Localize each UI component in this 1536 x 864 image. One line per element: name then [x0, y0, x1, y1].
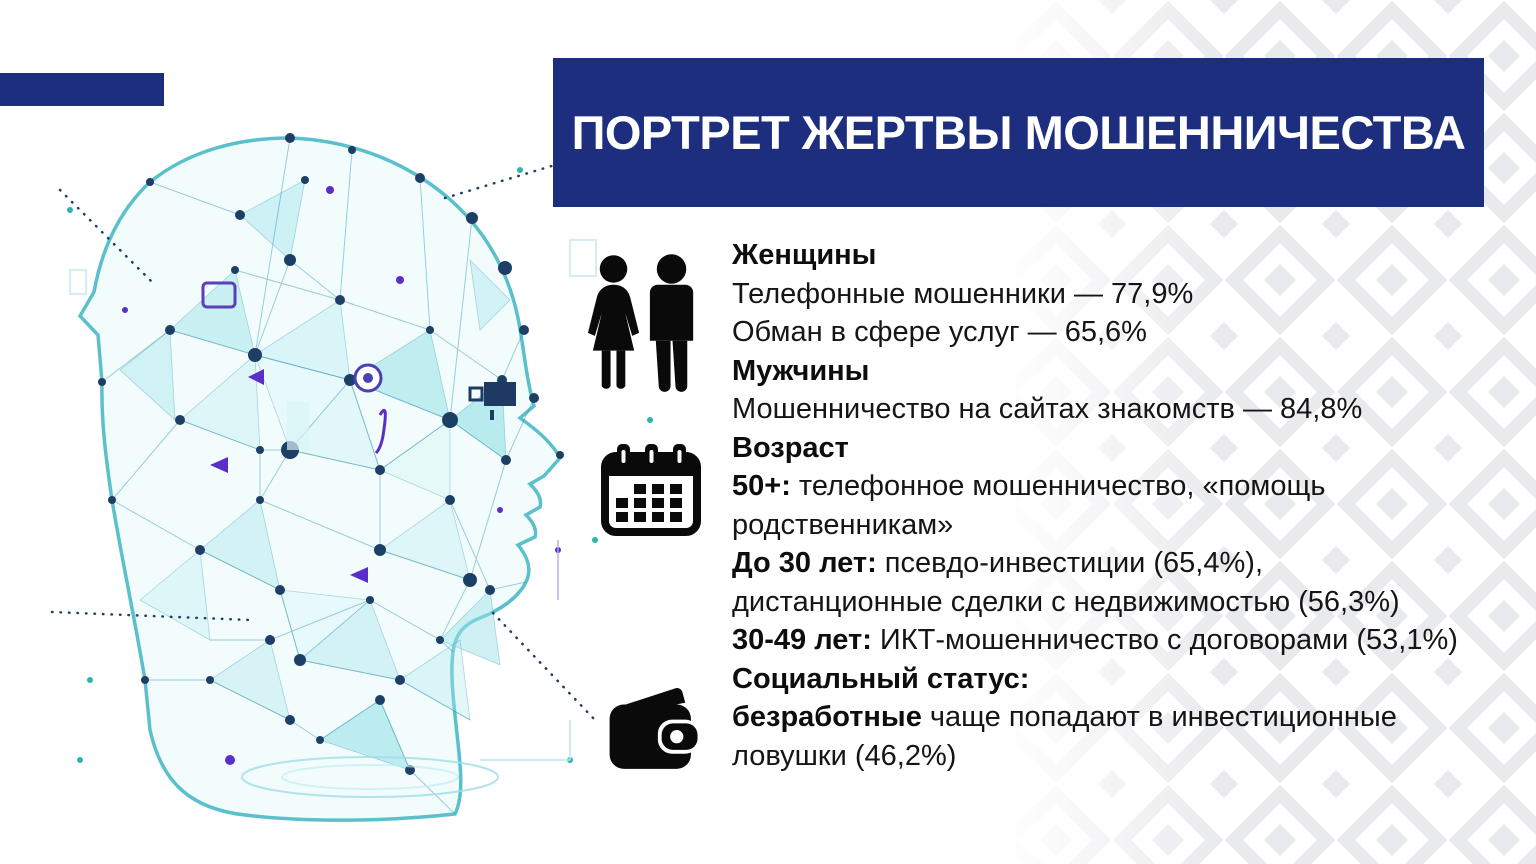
content-line-bold: Социальный статус: [732, 662, 1030, 695]
content-line-bold: 50+: [732, 470, 791, 502]
title-banner: ПОРТРЕТ ЖЕРТВЫ МОШЕННИЧЕСТВА [553, 58, 1484, 207]
content-line-text: чаще попадают в инвестиционные [921, 701, 1397, 733]
content-line-bold: До 30 лет: [732, 547, 877, 579]
content-line: 50+: телефонное мошенничество, «помощь [732, 467, 1512, 506]
content-line: Социальный статус: [732, 660, 1512, 699]
head-mesh-triangles [119, 179, 511, 771]
content-line-text: Мошенничество на сайтах знакомств — 84,8… [732, 393, 1363, 425]
content-line: безработные чаще попадают в инвестиционн… [732, 698, 1512, 737]
content-line-text: телефонное мошенничество, «помощь [790, 470, 1326, 502]
content-line-bold: Женщины [732, 239, 877, 271]
content-line: Женщины [732, 236, 1512, 275]
man-woman-icon [587, 254, 694, 392]
wallet-icon [609, 688, 700, 769]
eye-spiral-glyph [353, 363, 383, 393]
content-line-text: дистанционные сделки с недвижимостью (56… [732, 585, 1400, 618]
content-line: До 30 лет: псевдо-инвестиции (65,4%), [732, 544, 1512, 583]
content-lines: Женщины Телефонные мошенники — 77,9% Обман… [732, 236, 1512, 775]
dotted-rays [50, 163, 597, 722]
content-line-bold: Возраст [732, 431, 849, 464]
content-line-bold: Мужчины [732, 354, 870, 387]
head-mesh-nodes [98, 133, 564, 775]
content-line-bold: 30-49 лет: [732, 624, 872, 656]
content-line-text: ловушки (46,2%) [732, 739, 957, 772]
content-line: ловушки (46,2%) [732, 737, 1512, 776]
content-line: Обман в сфере услуг — 65,6% [732, 313, 1512, 352]
base-ellipse [241, 756, 499, 798]
content-line-text: Обман в сфере услуг — 65,6% [732, 316, 1147, 348]
content-line: Мужчины [732, 352, 1512, 391]
head-wireframe-art [50, 133, 653, 822]
content-line: дистанционные сделки с недвижимостью (56… [732, 583, 1512, 622]
top-left-accent-bar [0, 73, 164, 106]
page-title: ПОРТРЕТ ЖЕРТВЫ МОШЕННИЧЕСТВА [571, 106, 1466, 159]
camera-glyph [468, 382, 516, 420]
circuit-hints [69, 239, 597, 761]
content-line-text: родственникам» [732, 508, 954, 541]
content-line: 30-49 лет: ИКТ-мошенничество с договорам… [732, 621, 1512, 660]
content-line-text: псевдо-инвестиции (65,4%), [876, 547, 1263, 579]
content-line: Телефонные мошенники — 77,9% [732, 275, 1512, 314]
content-line: Возраст [732, 429, 1512, 468]
head-outline [77, 136, 563, 822]
head-mesh-lines [101, 137, 535, 815]
content-line-bold: безработные [732, 701, 922, 733]
content-line: родственникам» [732, 506, 1512, 545]
calendar-icon [601, 444, 701, 536]
content-line-text: Телефонные мошенники — 77,9% [732, 277, 1194, 310]
content-line-text: ИКТ-мошенничество с договорами (53,1%) [871, 624, 1458, 656]
content-line: Мошенничество на сайтах знакомств — 84,8… [732, 390, 1512, 429]
